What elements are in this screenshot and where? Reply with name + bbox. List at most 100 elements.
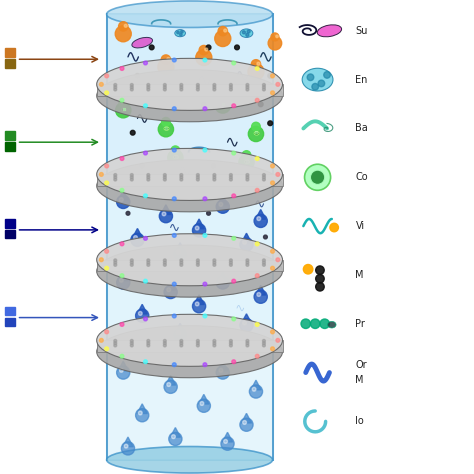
Ellipse shape [164,127,169,130]
Circle shape [203,363,207,366]
Text: B: B [174,155,178,159]
Polygon shape [251,380,261,390]
Ellipse shape [97,326,283,378]
Circle shape [114,176,117,179]
Circle shape [249,385,263,398]
Bar [107,180,273,265]
Circle shape [263,83,265,86]
Text: Ba: Ba [356,123,368,134]
Circle shape [203,314,207,318]
Circle shape [164,342,166,345]
Circle shape [180,176,183,179]
Circle shape [164,259,166,262]
Circle shape [235,45,239,50]
Circle shape [206,45,211,50]
Circle shape [173,363,176,366]
Circle shape [263,86,265,89]
Circle shape [276,35,278,37]
Circle shape [196,261,199,264]
Ellipse shape [107,447,273,473]
Ellipse shape [97,245,283,297]
Circle shape [100,173,103,176]
Circle shape [120,274,124,278]
Circle shape [167,57,170,61]
Circle shape [147,259,150,262]
Circle shape [180,88,183,91]
Circle shape [167,288,171,292]
Circle shape [131,233,144,246]
Circle shape [130,86,133,89]
Circle shape [255,189,259,192]
Circle shape [246,88,249,91]
Polygon shape [118,361,128,371]
Circle shape [117,276,130,289]
Circle shape [203,197,207,201]
Circle shape [257,62,260,65]
Circle shape [240,238,253,251]
Ellipse shape [175,29,185,37]
Circle shape [263,176,265,179]
Circle shape [120,99,124,102]
Circle shape [173,197,176,201]
Circle shape [196,264,199,266]
Polygon shape [218,271,228,281]
Ellipse shape [97,314,283,366]
Circle shape [138,311,142,315]
Circle shape [144,317,147,321]
Circle shape [195,302,199,306]
Circle shape [268,121,273,126]
Circle shape [147,344,150,347]
Circle shape [196,83,199,86]
Circle shape [271,74,274,78]
Circle shape [271,330,274,334]
Circle shape [164,178,166,181]
Circle shape [276,338,280,342]
Circle shape [120,322,124,326]
Ellipse shape [97,160,283,212]
Circle shape [180,344,183,347]
Bar [5,131,15,140]
Circle shape [130,173,133,176]
Circle shape [316,266,324,274]
Circle shape [242,151,251,159]
Circle shape [180,264,183,266]
Circle shape [216,276,229,289]
Circle shape [213,339,216,342]
Circle shape [271,164,274,168]
Text: En: En [356,74,368,85]
Circle shape [213,83,216,86]
Circle shape [246,261,249,264]
Circle shape [196,176,199,179]
Circle shape [276,82,280,86]
Circle shape [219,202,223,206]
Circle shape [144,151,147,155]
Circle shape [120,242,124,246]
Circle shape [120,156,124,160]
Circle shape [181,30,183,33]
Circle shape [216,366,229,379]
Circle shape [180,178,183,181]
Circle shape [318,80,325,87]
Circle shape [232,151,236,155]
Circle shape [130,344,133,347]
Circle shape [147,178,150,181]
Bar [107,90,273,180]
Circle shape [144,104,147,108]
Circle shape [147,86,150,89]
Circle shape [147,176,150,179]
Circle shape [130,339,133,342]
Polygon shape [132,228,143,238]
Circle shape [147,342,150,345]
Circle shape [119,198,123,201]
Circle shape [205,48,208,51]
Circle shape [105,74,109,78]
Circle shape [130,264,133,266]
Circle shape [180,83,183,86]
Circle shape [161,55,171,64]
Circle shape [271,181,274,185]
Text: B: B [122,108,126,112]
Bar [97,84,283,96]
Circle shape [246,33,249,36]
Circle shape [229,176,232,179]
Circle shape [268,36,282,50]
